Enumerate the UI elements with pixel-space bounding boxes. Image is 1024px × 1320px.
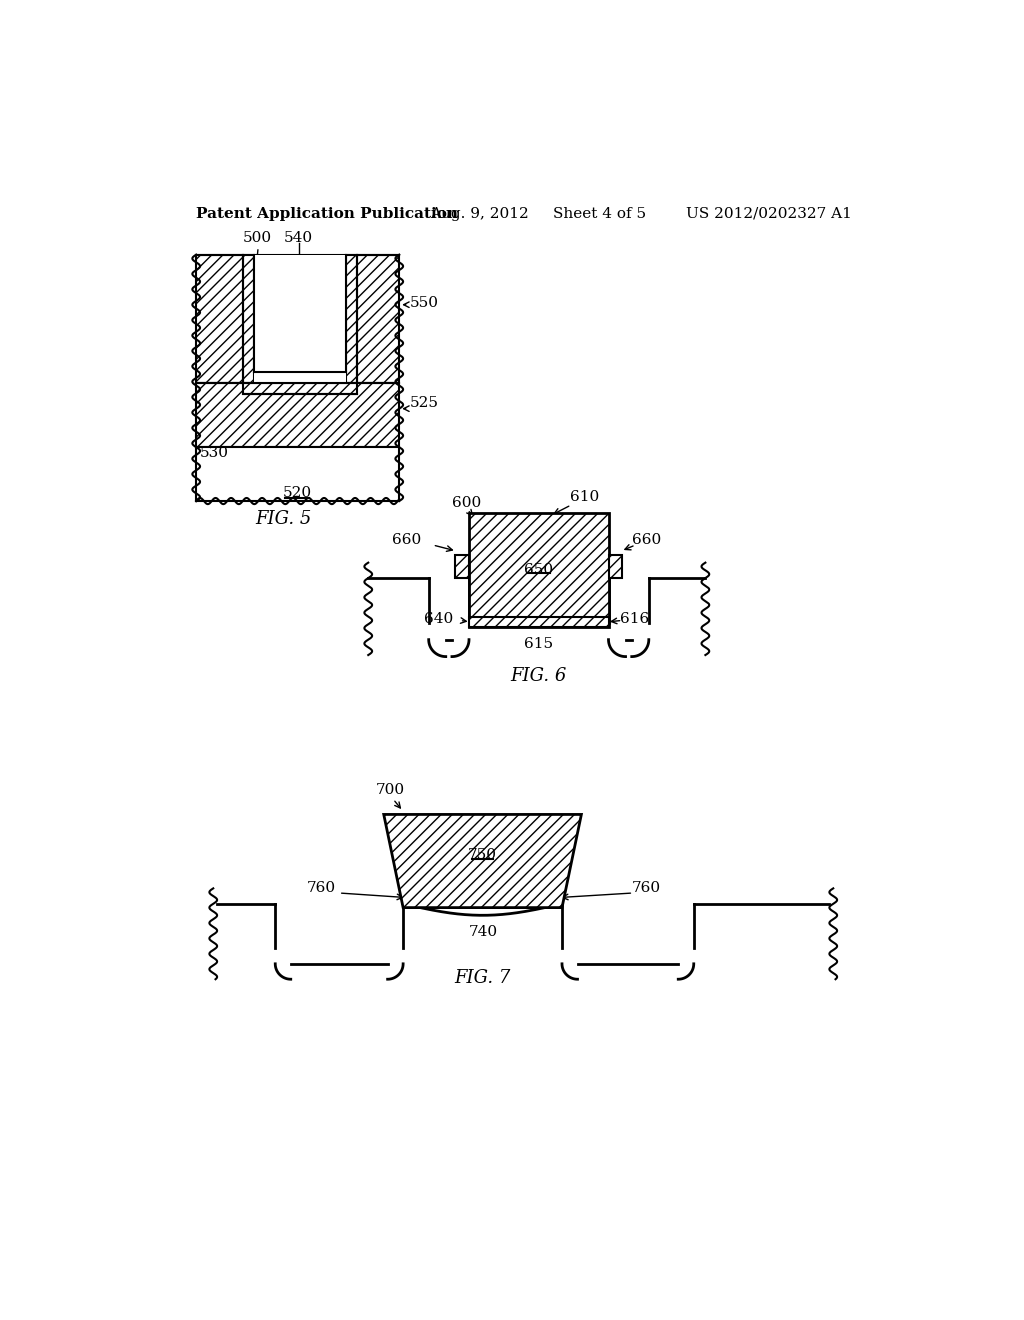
Text: 616: 616 [621,612,649,626]
Text: 660: 660 [632,532,662,546]
Text: 525: 525 [410,396,438,411]
Text: 540: 540 [284,231,313,244]
Text: 660: 660 [392,532,421,546]
Text: Sheet 4 of 5: Sheet 4 of 5 [553,207,646,220]
Text: 760: 760 [306,882,336,895]
Text: 650: 650 [524,562,553,577]
Bar [455,554,469,578]
Text: FIG. 7: FIG. 7 [455,969,511,987]
Bar [243,255,356,383]
Text: 640: 640 [424,612,454,626]
Text: 615: 615 [524,636,553,651]
Bar [197,383,399,447]
Bar [254,255,346,383]
Text: 610: 610 [569,490,599,504]
Bar [469,618,608,627]
Text: 550: 550 [410,296,438,310]
Bar [243,383,356,395]
Text: 530: 530 [200,446,228,461]
Text: 700: 700 [376,783,406,797]
Text: FIG. 6: FIG. 6 [511,667,567,685]
Text: 520: 520 [283,486,311,500]
Bar [608,554,623,578]
Text: 500: 500 [243,231,271,244]
Bar [469,512,608,627]
Text: 760: 760 [632,882,660,895]
Text: Patent Application Publication: Patent Application Publication [197,207,458,220]
Bar [197,255,399,383]
Bar [243,255,254,383]
Text: 600: 600 [452,496,481,511]
Bar [346,255,356,383]
Polygon shape [384,814,582,908]
Text: 740: 740 [468,925,498,940]
Text: 750: 750 [468,847,497,862]
Text: US 2012/0202327 A1: US 2012/0202327 A1 [686,207,852,220]
Text: FIG. 5: FIG. 5 [255,510,311,528]
Text: Aug. 9, 2012: Aug. 9, 2012 [430,207,529,220]
Bar [243,383,356,395]
Bar [197,447,399,502]
